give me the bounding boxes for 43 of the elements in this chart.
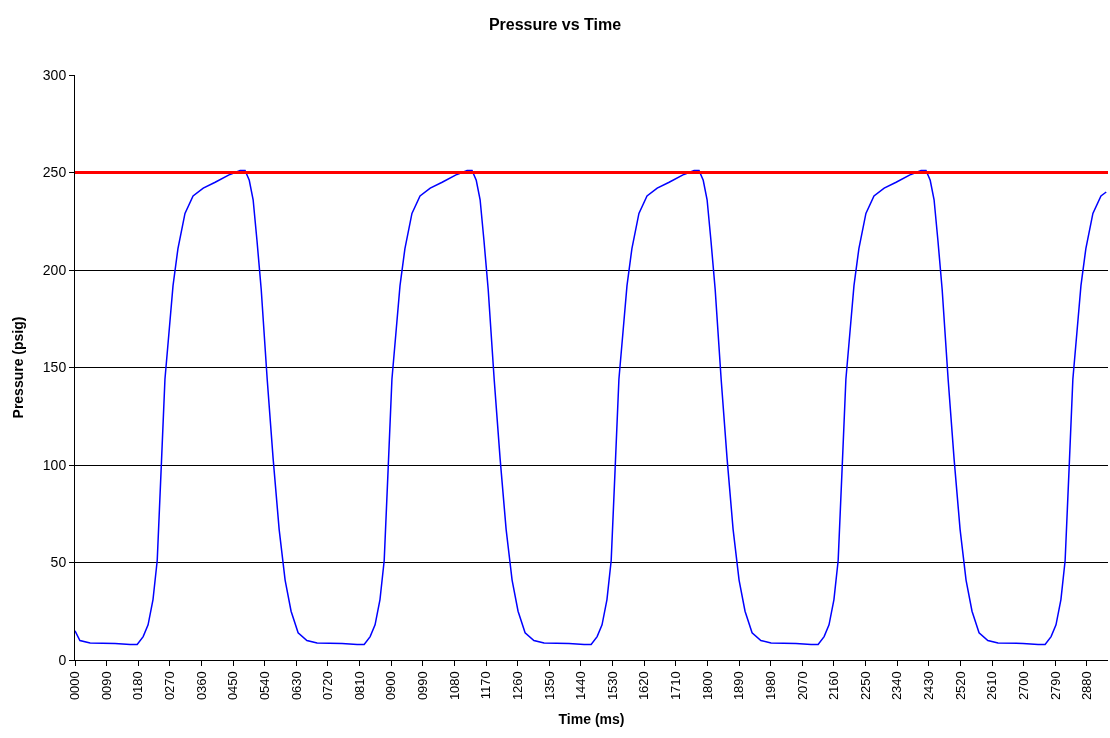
x-tick-label: 1800 — [699, 671, 715, 701]
x-tick-label: 1890 — [731, 671, 747, 701]
x-tick-label: 0180 — [130, 671, 146, 701]
x-tick-label: 0720 — [320, 671, 336, 701]
x-tick-label: 2880 — [1079, 671, 1095, 701]
x-tick-label: 1440 — [573, 671, 589, 701]
x-tick-label: 1350 — [541, 671, 557, 701]
x-tick-label: 0450 — [225, 671, 241, 701]
y-tick-label: 50 — [50, 554, 67, 571]
x-tick-label: 2070 — [794, 671, 810, 701]
x-tick-label: 0630 — [288, 671, 304, 701]
x-tick-label: 0090 — [98, 671, 114, 701]
x-tick-label: 2340 — [889, 671, 905, 701]
x-tick-label: 0900 — [383, 671, 399, 701]
x-tick-label: 2700 — [1015, 671, 1031, 701]
x-tick-label: 1080 — [446, 671, 462, 701]
x-axis-title: Time (ms) — [558, 711, 625, 728]
y-axis-title: Pressure (psig) — [10, 316, 27, 419]
x-tick-label: 1710 — [668, 671, 684, 701]
x-tick-label: 1170 — [478, 671, 494, 700]
x-tick-label: 0990 — [415, 671, 431, 701]
y-tick-label: 150 — [42, 359, 67, 376]
x-tick-label: 0810 — [351, 671, 367, 701]
x-tick-label: 2430 — [921, 671, 937, 701]
y-tick-label: 0 — [58, 651, 67, 668]
x-tick-label: 2250 — [857, 671, 873, 701]
x-tick-label: 1530 — [604, 671, 620, 701]
y-tick-label: 300 — [42, 66, 67, 83]
x-tick-label: 1980 — [762, 671, 778, 701]
x-tick-label: 0000 — [67, 671, 83, 701]
x-tick-label: 0360 — [193, 671, 209, 701]
x-tick-label: 0270 — [162, 671, 178, 701]
x-tick-label: 0540 — [256, 671, 272, 701]
x-tick-label: 2790 — [1047, 671, 1063, 701]
x-tick-label: 2520 — [952, 671, 968, 701]
x-tick-label: 2610 — [984, 671, 1000, 701]
y-tick-label: 200 — [42, 261, 67, 278]
chart-title: Pressure vs Time — [488, 15, 622, 33]
x-tick-label: 1620 — [636, 671, 652, 701]
y-tick-label: 250 — [42, 164, 67, 181]
x-tick-label: 2160 — [826, 671, 842, 701]
x-tick-label: 1260 — [509, 671, 525, 701]
y-tick-label: 100 — [42, 456, 67, 473]
